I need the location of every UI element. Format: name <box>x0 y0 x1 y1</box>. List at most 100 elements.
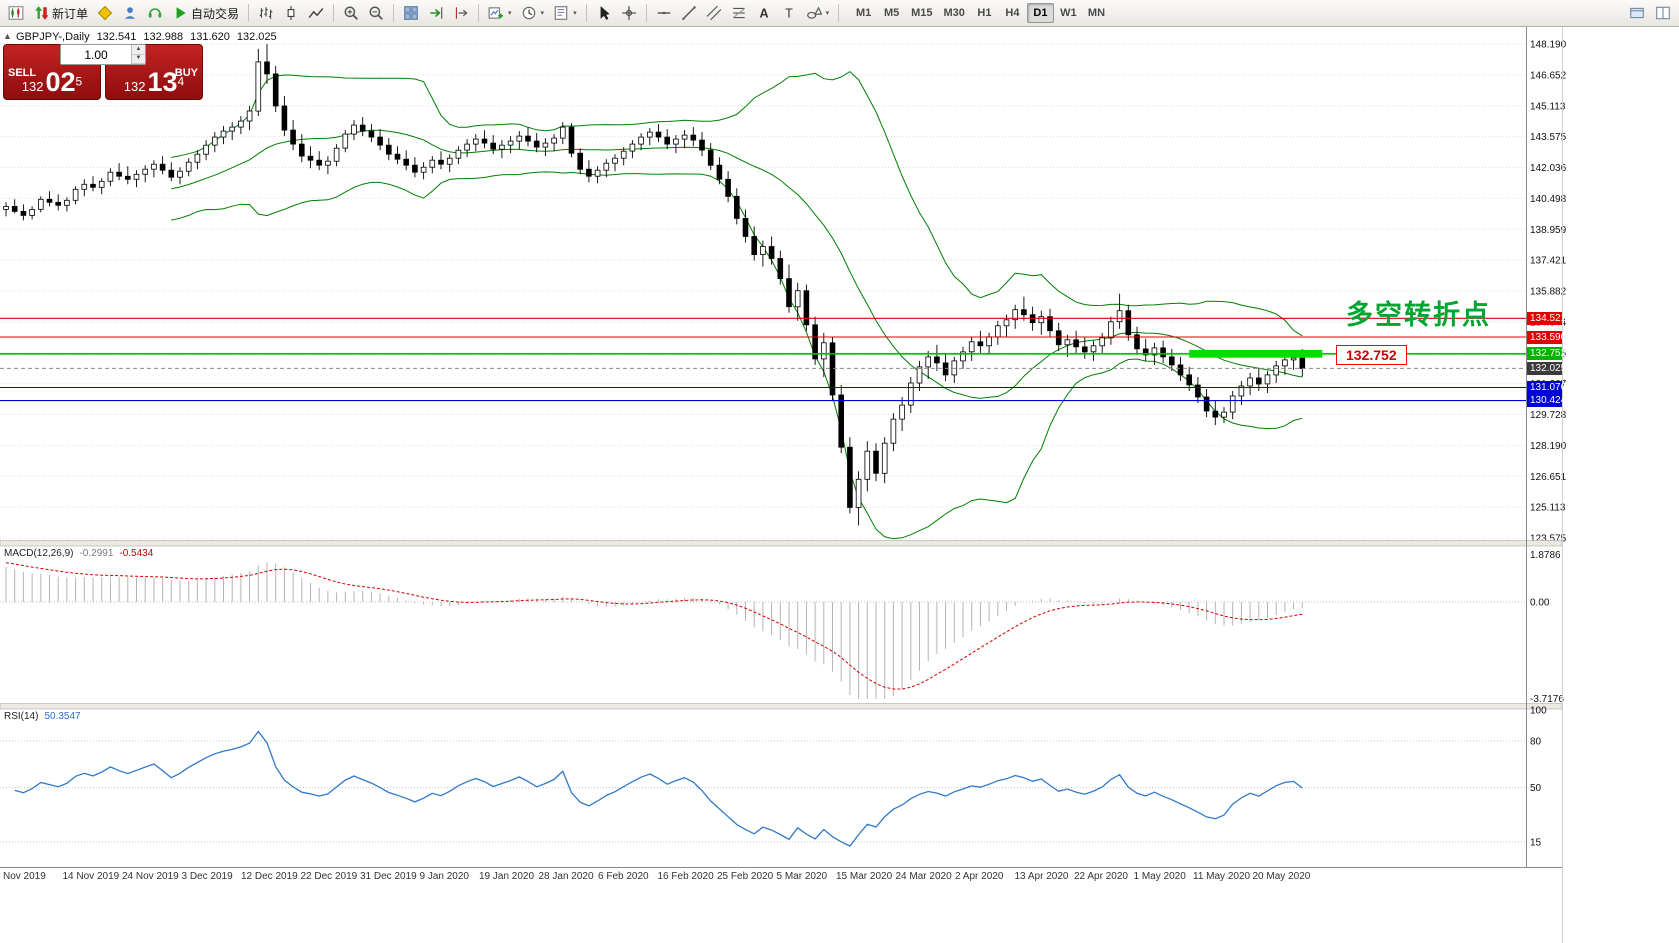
text-tool-button[interactable]: A <box>752 2 776 24</box>
autotrading-button[interactable]: 自动交易 <box>168 2 243 24</box>
template-dropdown[interactable]: ▾ <box>549 2 581 24</box>
horizontal-line-tool-button[interactable] <box>652 2 676 24</box>
chart-shift-button[interactable] <box>449 2 473 24</box>
price-level-callout[interactable]: 132.752 <box>1336 345 1407 365</box>
timeframe-H1-button[interactable]: H1 <box>971 3 998 23</box>
timeframe-M15-button[interactable]: M15 <box>906 3 937 23</box>
sell-label: SELL <box>8 66 37 79</box>
caret-down-icon: ▾ <box>508 10 512 17</box>
buy-price-pips: 13 <box>147 67 178 97</box>
timeframe-M5-button[interactable]: M5 <box>878 3 905 23</box>
timeframe-M1-button[interactable]: M1 <box>850 3 877 23</box>
price-chart-canvas[interactable]: 148.190 146.652 145.113 143.575 142.036 140.4… <box>0 27 1679 943</box>
timeframe-group: M1 M5 M15 M30 H1 H4 D1 W1 MN <box>850 3 1110 23</box>
zoom-out-icon <box>369 6 383 20</box>
new-chart-dropdown[interactable]: ▾ <box>484 2 516 24</box>
rsi-name: RSI(14) <box>4 711 39 722</box>
ohlc-low: 131.620 <box>190 31 230 43</box>
svg-text:25 Feb 2020: 25 Feb 2020 <box>717 871 774 882</box>
svg-text:22 Dec 2019: 22 Dec 2019 <box>301 871 358 882</box>
rsi-pane: 100 80 50 15 <box>0 706 1547 848</box>
chart-window-button[interactable] <box>4 2 28 24</box>
dock-window-button-1[interactable] <box>1625 2 1649 24</box>
caret-down-icon: ▾ <box>540 10 545 17</box>
svg-text:24 Mar 2020: 24 Mar 2020 <box>896 871 953 882</box>
candlestick-icon <box>287 6 295 20</box>
label-tool-button[interactable]: T <box>777 2 801 24</box>
line-chart-type-button[interactable] <box>304 2 328 24</box>
shapes-dropdown[interactable]: ▾ <box>802 2 834 24</box>
zoom-out-button[interactable] <box>364 2 388 24</box>
bar-chart-type-button[interactable] <box>254 2 278 24</box>
time-axis[interactable] <box>0 867 1562 889</box>
new-order-button[interactable]: 新订单 <box>29 2 92 24</box>
svg-text:100: 100 <box>1530 706 1547 717</box>
svg-text:142.036: 142.036 <box>1530 163 1567 174</box>
crosshair-tool-button[interactable] <box>617 2 641 24</box>
trendline-tool-button[interactable] <box>677 2 701 24</box>
channel-tool-button[interactable] <box>702 2 726 24</box>
svg-text:137.421: 137.421 <box>1530 256 1567 267</box>
macd-histogram <box>5 562 1303 699</box>
toolbar-separator <box>393 4 395 22</box>
main-toolbar: 新订单 自动交易 ▾ ▾ <box>0 0 1679 27</box>
macd-pane: 1.8786 0.00 -3.7176 <box>0 550 1564 705</box>
candlestick-type-button[interactable] <box>279 2 303 24</box>
svg-text:80: 80 <box>1530 737 1542 748</box>
dock-window-button-2[interactable] <box>1651 2 1675 24</box>
turning-point-annotation[interactable]: 多空转折点 <box>1346 300 1491 330</box>
toolbar-right-group <box>1625 2 1675 24</box>
timeframe-D1-button[interactable]: D1 <box>1026 3 1054 23</box>
bar-chart-icon <box>259 7 273 19</box>
tile-windows-button[interactable] <box>399 2 423 24</box>
new-order-icon <box>35 6 49 20</box>
one-click-toggle[interactable]: ▲ <box>3 31 12 41</box>
volume-input[interactable] <box>61 45 131 64</box>
svg-text:6 Feb 2020: 6 Feb 2020 <box>598 871 649 882</box>
new-chart-icon <box>488 7 503 19</box>
fibonacci-tool-button[interactable] <box>727 2 751 24</box>
svg-text:12 Dec 2019: 12 Dec 2019 <box>241 871 298 882</box>
chart-window-icon <box>8 6 24 20</box>
line-chart-icon <box>308 7 324 19</box>
chart-symbol-label: GBPJPY-,Daily 132.541 132.988 131.620 13… <box>16 31 277 43</box>
price-tag-132.752: 132.752 <box>1527 347 1566 361</box>
auto-scroll-button[interactable] <box>424 2 448 24</box>
sell-price: 132025 <box>4 69 100 96</box>
price-tag-132.025: 132.025 <box>1527 361 1566 375</box>
svg-text:15 Mar 2020: 15 Mar 2020 <box>836 871 893 882</box>
pane-separator-macd[interactable] <box>0 540 1563 547</box>
buy-price-point: 4 <box>177 74 185 89</box>
volume-up-button[interactable]: ▲ <box>132 45 145 55</box>
sell-button[interactable]: SELL 132025 <box>3 44 101 100</box>
caret-down-icon: ▾ <box>825 10 830 17</box>
volume-down-button[interactable]: ▼ <box>132 54 145 64</box>
svg-text:0.00: 0.00 <box>1530 598 1550 609</box>
timeframe-H4-button[interactable]: H4 <box>999 3 1026 23</box>
support-button[interactable] <box>143 2 167 24</box>
svg-text:1.8786: 1.8786 <box>1530 550 1561 561</box>
macd-indicator-label: MACD(12,26,9) -0.2991 -0.5434 <box>4 548 153 559</box>
timeframe-MN-button[interactable]: MN <box>1083 3 1110 23</box>
highlight-rectangle[interactable] <box>1189 349 1323 358</box>
svg-text:-3.7176: -3.7176 <box>1530 694 1564 705</box>
pane-separator-rsi[interactable] <box>0 703 1563 710</box>
zoom-in-button[interactable] <box>339 2 363 24</box>
period-dropdown[interactable]: ▾ <box>517 2 549 24</box>
channel-icon <box>706 5 721 21</box>
timeframe-W1-button[interactable]: W1 <box>1055 3 1082 23</box>
timeframe-M30-button[interactable]: M30 <box>939 3 970 23</box>
cursor-tool-button[interactable] <box>592 2 616 24</box>
ohlc-close: 132.025 <box>236 31 277 43</box>
autotrading-label: 自动交易 <box>191 6 240 21</box>
metaeditor-button[interactable] <box>93 2 117 24</box>
svg-text:Nov 2019: Nov 2019 <box>3 871 46 882</box>
svg-text:11 May 2020: 11 May 2020 <box>1193 871 1251 882</box>
community-button[interactable] <box>118 2 142 24</box>
toolbar-separator <box>645 4 647 22</box>
horizontal-line-objects[interactable] <box>0 317 1526 402</box>
new-order-label: 新订单 <box>52 6 89 21</box>
price-axis[interactable]: 134.521 133.590 132.752 132.025 131.076 130.4… <box>1526 27 1566 867</box>
svg-text:126.651: 126.651 <box>1530 472 1567 483</box>
svg-text:3 Dec 2019: 3 Dec 2019 <box>182 871 234 882</box>
